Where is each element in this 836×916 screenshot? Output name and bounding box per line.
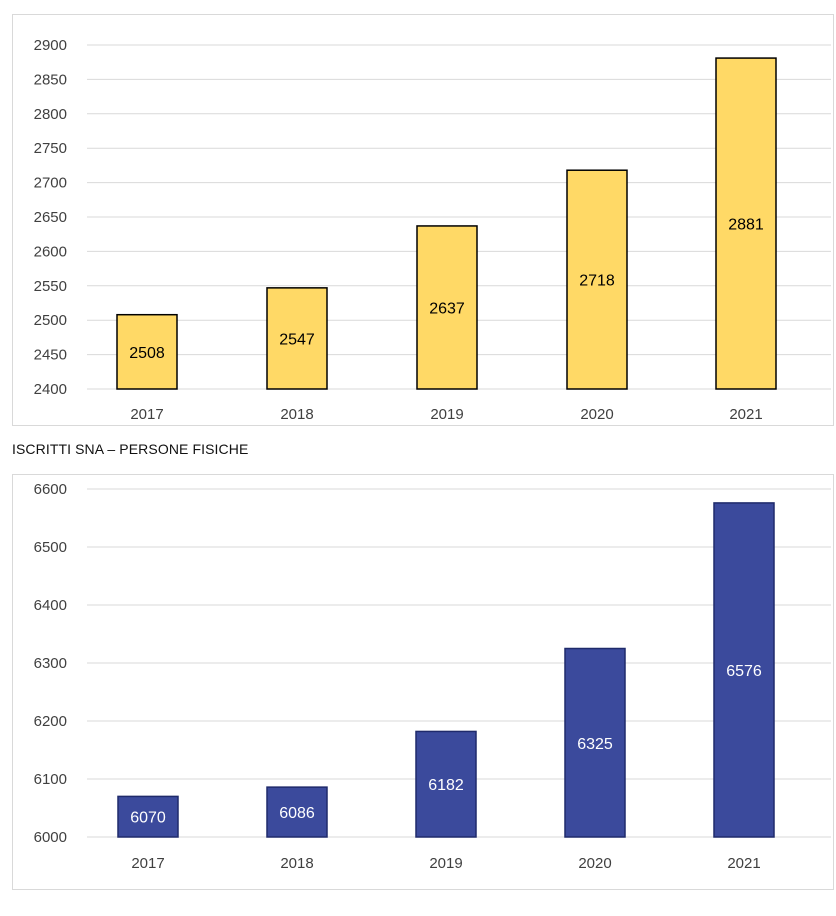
- y-tick-label: 2600: [34, 243, 67, 260]
- data-label: 6182: [428, 777, 464, 794]
- bar-2019: [416, 225, 478, 390]
- data-label: 6325: [577, 736, 613, 753]
- y-tick-label: 2500: [34, 312, 67, 329]
- data-label: 6086: [279, 805, 315, 822]
- bar-2020: [566, 169, 628, 390]
- chart-1-canvas: 2400 2450 2500 2550 2600 2650 2700 2750 2800 2850…: [34, 37, 831, 423]
- y-tick-label: 2400: [34, 381, 67, 398]
- y-tick-label: 2550: [34, 278, 67, 295]
- data-label: 2881: [728, 217, 764, 234]
- x-tick-label: 2020: [578, 855, 611, 872]
- y-tick-label: 2850: [34, 71, 67, 88]
- y-tick-label: 6300: [34, 655, 67, 672]
- x-tick-label: 2020: [580, 406, 613, 423]
- bar-2021: [715, 57, 777, 390]
- x-tick-label: 2018: [280, 855, 313, 872]
- data-label: 6070: [130, 810, 166, 827]
- y-tick-label: 6200: [34, 713, 67, 730]
- y-tick-label: 6400: [34, 597, 67, 614]
- y-tick-label: 2650: [34, 209, 67, 226]
- x-tick-label: 2019: [429, 855, 462, 872]
- y-tick-label: 2700: [34, 175, 67, 192]
- bar-2021: [713, 502, 775, 838]
- bar-2018: [266, 287, 328, 390]
- bar-2020: [564, 647, 626, 838]
- x-tick-label: 2017: [131, 855, 164, 872]
- y-tick-label: 6100: [34, 771, 67, 788]
- y-tick-label: 2450: [34, 347, 67, 364]
- x-tick-label: 2021: [729, 406, 762, 423]
- bar-2017: [116, 313, 178, 390]
- y-tick-label: 6500: [34, 539, 67, 556]
- data-label: 2718: [579, 273, 615, 290]
- data-label: 2547: [279, 331, 315, 348]
- y-tick-label: 2800: [34, 106, 67, 123]
- bar-2018: [266, 786, 328, 838]
- y-tick-label: 6000: [34, 829, 67, 846]
- chart-2-canvas: 6000 6100 6200 6300 6400 6500 6600 6070 2017 6086…: [34, 481, 831, 872]
- bar-2017: [117, 795, 179, 838]
- x-tick-label: 2017: [130, 406, 163, 423]
- chart-panel-2: 6000 6100 6200 6300 6400 6500 6600 6070 2017 6086…: [12, 474, 834, 890]
- x-tick-label: 2021: [727, 855, 760, 872]
- data-label: 2637: [429, 300, 465, 317]
- y-tick-label: 2750: [34, 140, 67, 157]
- x-tick-label: 2018: [280, 406, 313, 423]
- x-tick-label: 2019: [430, 406, 463, 423]
- chart-panel-1: 2400 2450 2500 2550 2600 2650 2700 2750 2800 2850…: [12, 14, 834, 426]
- y-tick-label: 2900: [34, 37, 67, 54]
- data-label: 2508: [129, 345, 165, 362]
- bar-2019: [415, 730, 477, 838]
- y-tick-label: 6600: [34, 481, 67, 498]
- chart-2-title: ISCRITTI SNA – PERSONE FISICHE: [12, 441, 249, 457]
- data-label: 6576: [726, 663, 762, 680]
